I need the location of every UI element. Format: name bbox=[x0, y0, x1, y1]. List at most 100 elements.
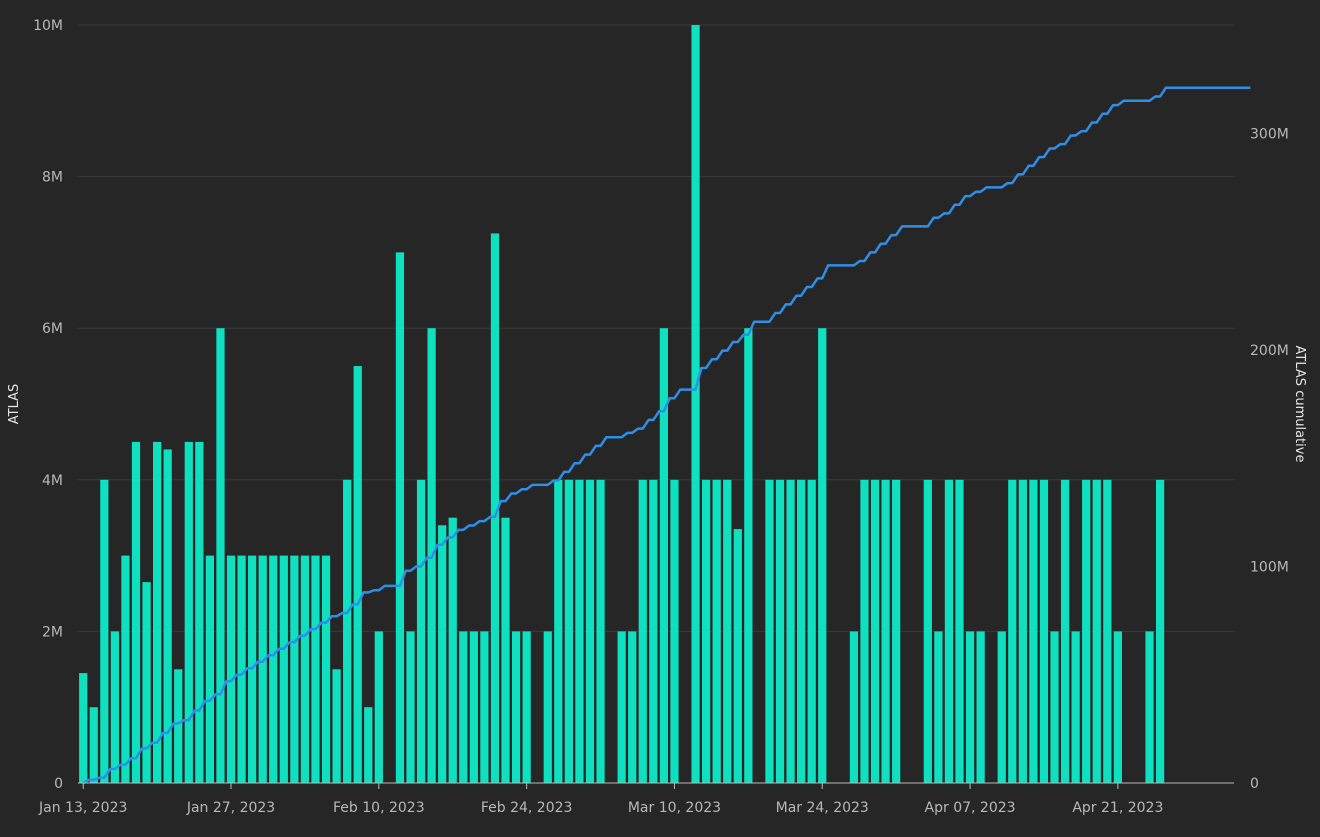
bar bbox=[163, 449, 172, 783]
x-tick-label: Apr 07, 2023 bbox=[925, 800, 1016, 816]
bar bbox=[184, 441, 193, 783]
bar bbox=[1071, 631, 1080, 783]
bar bbox=[659, 328, 669, 783]
left-tick-label: 6M bbox=[42, 321, 63, 337]
bar bbox=[343, 479, 352, 783]
bar bbox=[490, 233, 500, 783]
bar bbox=[174, 669, 183, 783]
bar bbox=[976, 631, 985, 783]
right-tick-label: 0 bbox=[1250, 776, 1259, 792]
bar bbox=[818, 328, 827, 783]
bar bbox=[881, 479, 890, 783]
bar bbox=[522, 631, 531, 783]
bar bbox=[807, 479, 816, 783]
bar bbox=[195, 441, 204, 783]
bar bbox=[152, 441, 162, 783]
bar bbox=[955, 479, 964, 783]
bar bbox=[786, 479, 795, 783]
bar bbox=[965, 631, 975, 783]
bar bbox=[459, 631, 468, 783]
right-tick-label: 300M bbox=[1250, 126, 1289, 142]
bar bbox=[121, 555, 130, 783]
bar bbox=[79, 673, 88, 783]
bar bbox=[416, 479, 426, 783]
bar bbox=[1008, 479, 1017, 783]
left-tick-label: 2M bbox=[42, 624, 63, 640]
bar bbox=[110, 631, 120, 783]
bar bbox=[279, 555, 288, 783]
bar bbox=[1029, 479, 1038, 783]
bar bbox=[744, 328, 753, 783]
bar bbox=[1103, 479, 1112, 783]
cumulative-line bbox=[82, 86, 1251, 785]
x-tick-label: Jan 13, 2023 bbox=[38, 800, 127, 816]
bar bbox=[797, 479, 806, 783]
bar bbox=[216, 328, 225, 783]
bar bbox=[849, 631, 859, 783]
bar bbox=[269, 555, 278, 783]
bar bbox=[564, 479, 573, 783]
bar bbox=[142, 582, 151, 783]
bar bbox=[321, 555, 331, 783]
bar bbox=[511, 631, 521, 783]
bar bbox=[670, 479, 679, 783]
x-tick-label: Feb 10, 2023 bbox=[333, 800, 425, 816]
bar bbox=[596, 479, 605, 783]
bar bbox=[237, 555, 246, 783]
cumulative-line-series bbox=[82, 86, 1251, 785]
left-tick-label: 0 bbox=[54, 776, 63, 792]
bar bbox=[892, 479, 901, 783]
x-axis-ticks: Jan 13, 2023 Jan 27, 2023 Feb 10, 2023 Feb … bbox=[38, 783, 1163, 816]
bar bbox=[100, 479, 109, 783]
right-tick-label: 100M bbox=[1250, 559, 1289, 575]
bar bbox=[554, 479, 563, 783]
bar bbox=[997, 631, 1006, 783]
x-tick-label: Jan 27, 2023 bbox=[186, 800, 275, 816]
bar bbox=[1082, 479, 1091, 783]
bar bbox=[1145, 631, 1154, 783]
bar bbox=[311, 555, 320, 783]
bar bbox=[448, 517, 457, 783]
x-tick-label: Feb 24, 2023 bbox=[481, 800, 573, 816]
right-axis-title: ATLAS cumulative bbox=[1292, 346, 1307, 463]
bar bbox=[290, 555, 299, 783]
bar bbox=[332, 669, 341, 783]
bar bbox=[1092, 479, 1101, 783]
bar bbox=[944, 479, 954, 783]
bar bbox=[501, 517, 510, 783]
bar bbox=[364, 707, 373, 783]
bar bbox=[1155, 479, 1165, 783]
bar bbox=[1113, 631, 1122, 783]
bar bbox=[638, 479, 647, 783]
left-tick-label: 8M bbox=[42, 170, 63, 186]
bar bbox=[395, 252, 405, 783]
right-axis-ticks: 0 100M 200M 300M bbox=[1250, 126, 1289, 792]
bar bbox=[480, 631, 489, 783]
bar bbox=[575, 479, 584, 783]
bar bbox=[733, 529, 742, 783]
bar bbox=[469, 631, 478, 783]
bar bbox=[258, 555, 267, 783]
bar bbox=[300, 555, 310, 783]
bar-series bbox=[79, 25, 1165, 783]
bar bbox=[617, 631, 626, 783]
bar bbox=[226, 555, 236, 783]
bar bbox=[585, 479, 595, 783]
bar bbox=[131, 441, 141, 783]
left-axis-ticks: 0 2M 4M 6M 8M 10M bbox=[33, 18, 63, 792]
bar bbox=[628, 631, 637, 783]
bar bbox=[89, 707, 98, 783]
x-tick-label: Mar 10, 2023 bbox=[628, 800, 721, 816]
left-tick-label: 10M bbox=[33, 18, 63, 34]
left-axis-title: ATLAS bbox=[7, 384, 22, 425]
bar bbox=[691, 25, 700, 783]
bar bbox=[934, 631, 943, 783]
bar bbox=[870, 479, 880, 783]
bar bbox=[712, 479, 721, 783]
bar bbox=[775, 479, 785, 783]
bar bbox=[723, 479, 732, 783]
bar bbox=[1039, 479, 1049, 783]
bar bbox=[543, 631, 552, 783]
bar bbox=[1050, 631, 1059, 783]
